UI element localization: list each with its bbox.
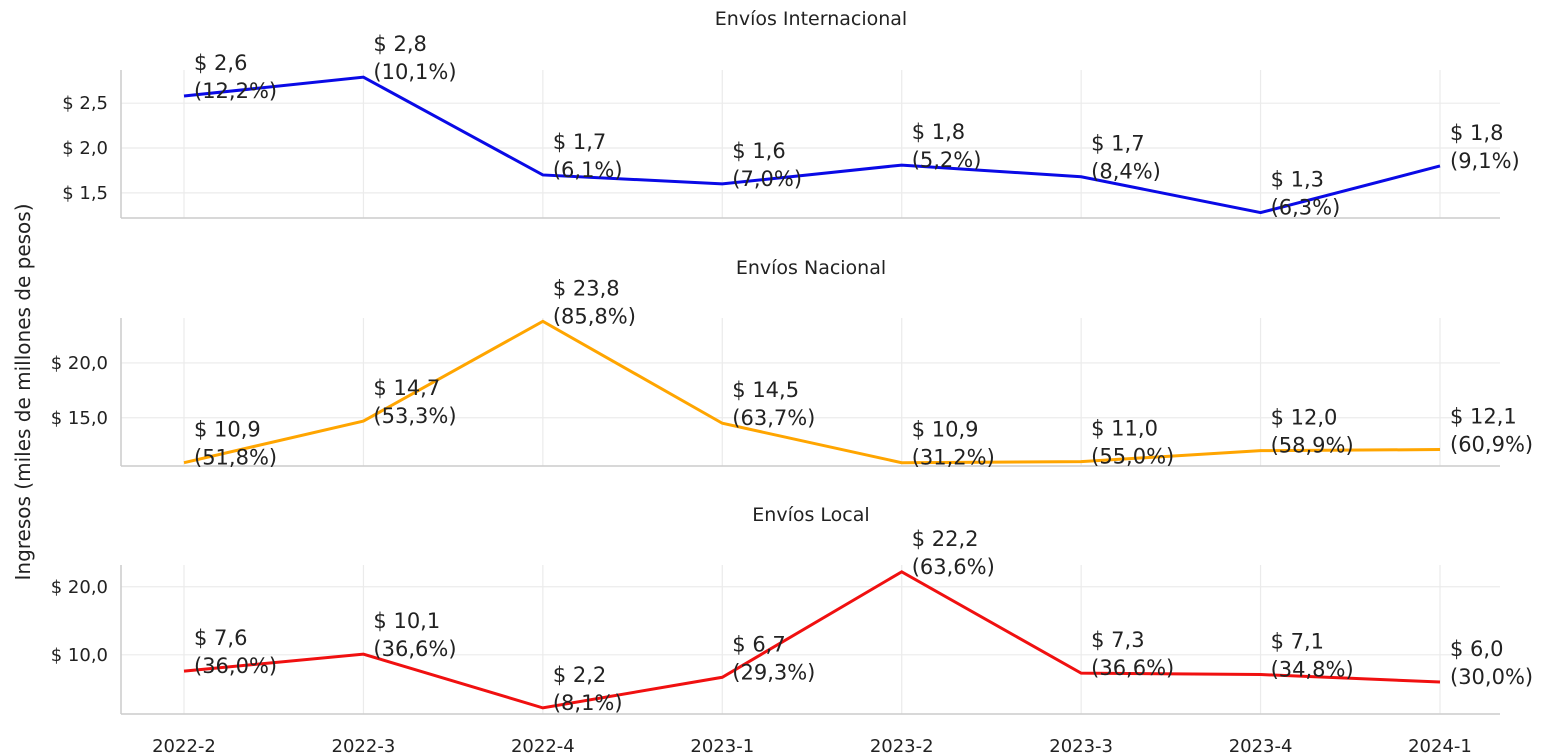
share-label: (12,2%) bbox=[194, 79, 277, 103]
y-tick-label: $ 2,0 bbox=[62, 138, 108, 159]
value-label: $ 7,3 bbox=[1091, 628, 1144, 652]
line bbox=[183, 319, 1441, 465]
share-label: (29,3%) bbox=[732, 660, 815, 684]
y-tick-label: $ 20,0 bbox=[51, 577, 108, 598]
share-label: (53,3%) bbox=[373, 404, 456, 428]
x-tick-label: 2023-3 bbox=[1049, 736, 1113, 756]
share-label: (6,3%) bbox=[1271, 196, 1341, 220]
value-label: $ 2,6 bbox=[194, 51, 247, 75]
value-label: $ 6,7 bbox=[732, 632, 785, 656]
value-label: $ 22,2 bbox=[912, 527, 979, 551]
value-label: $ 23,8 bbox=[553, 276, 620, 300]
x-tick-label: 2023-1 bbox=[690, 736, 754, 756]
value-label: $ 10,9 bbox=[194, 418, 261, 442]
y-axis-label: Ingresos (miles de millones de pesos) bbox=[11, 203, 35, 580]
chart-title: Envíos Internacional bbox=[715, 8, 907, 30]
chart-title: Envíos Nacional bbox=[736, 257, 886, 279]
value-label: $ 1,8 bbox=[912, 120, 965, 144]
share-label: (7,0%) bbox=[732, 167, 802, 191]
share-label: (85,8%) bbox=[553, 304, 636, 328]
y-tick-label: $ 15,0 bbox=[51, 408, 108, 429]
share-label: (31,2%) bbox=[912, 446, 995, 470]
value-label: $ 11,0 bbox=[1091, 417, 1158, 441]
share-label: (51,8%) bbox=[194, 446, 277, 470]
y-tick-label: $ 10,0 bbox=[51, 645, 108, 666]
value-label: $ 2,8 bbox=[373, 32, 426, 56]
share-label: (63,6%) bbox=[912, 555, 995, 579]
share-label: (9,1%) bbox=[1450, 149, 1520, 173]
value-label: $ 1,8 bbox=[1450, 121, 1503, 145]
value-label: $ 1,3 bbox=[1271, 168, 1324, 192]
x-tick-label: 2024-1 bbox=[1408, 736, 1472, 756]
share-label: (36,6%) bbox=[1091, 656, 1174, 680]
value-label: $ 14,7 bbox=[373, 376, 440, 400]
share-label: (6,1%) bbox=[553, 158, 623, 182]
share-label: (36,0%) bbox=[194, 654, 277, 678]
value-label: $ 1,7 bbox=[553, 130, 606, 154]
share-label: (8,4%) bbox=[1091, 160, 1161, 184]
x-tick-label: 2023-2 bbox=[870, 736, 934, 756]
share-label: (10,1%) bbox=[373, 60, 456, 84]
share-label: (55,0%) bbox=[1091, 445, 1174, 469]
value-label: $ 2,2 bbox=[553, 663, 606, 687]
x-tick-label: 2023-4 bbox=[1229, 736, 1293, 756]
value-label: $ 10,9 bbox=[912, 418, 979, 442]
chart-title: Envíos Local bbox=[752, 504, 869, 526]
y-tick-label: $ 20,0 bbox=[51, 353, 108, 374]
share-label: (63,7%) bbox=[732, 406, 815, 430]
value-label: $ 7,1 bbox=[1271, 630, 1324, 654]
x-tick-label: 2022-2 bbox=[152, 736, 216, 756]
share-label: (60,9%) bbox=[1450, 433, 1533, 457]
value-label: $ 6,0 bbox=[1450, 637, 1503, 661]
x-tick-label: 2022-3 bbox=[332, 736, 396, 756]
y-tick-label: $ 1,5 bbox=[62, 183, 108, 204]
value-label: $ 1,7 bbox=[1091, 132, 1144, 156]
value-label: $ 14,5 bbox=[732, 378, 799, 402]
value-label: $ 12,0 bbox=[1271, 406, 1338, 430]
share-label: (34,8%) bbox=[1271, 658, 1354, 682]
x-tick-label: 2022-4 bbox=[511, 736, 575, 756]
value-label: $ 1,6 bbox=[732, 139, 785, 163]
line bbox=[183, 75, 1441, 215]
y-tick-label: $ 2,5 bbox=[62, 93, 108, 114]
share-label: (30,0%) bbox=[1450, 665, 1533, 689]
share-label: (36,6%) bbox=[373, 637, 456, 661]
share-label: (8,1%) bbox=[553, 691, 623, 715]
value-label: $ 10,1 bbox=[373, 609, 440, 633]
value-label: $ 7,6 bbox=[194, 626, 247, 650]
share-label: (5,2%) bbox=[912, 148, 982, 172]
line bbox=[183, 570, 1441, 710]
share-label: (58,9%) bbox=[1271, 434, 1354, 458]
value-label: $ 12,1 bbox=[1450, 405, 1517, 429]
